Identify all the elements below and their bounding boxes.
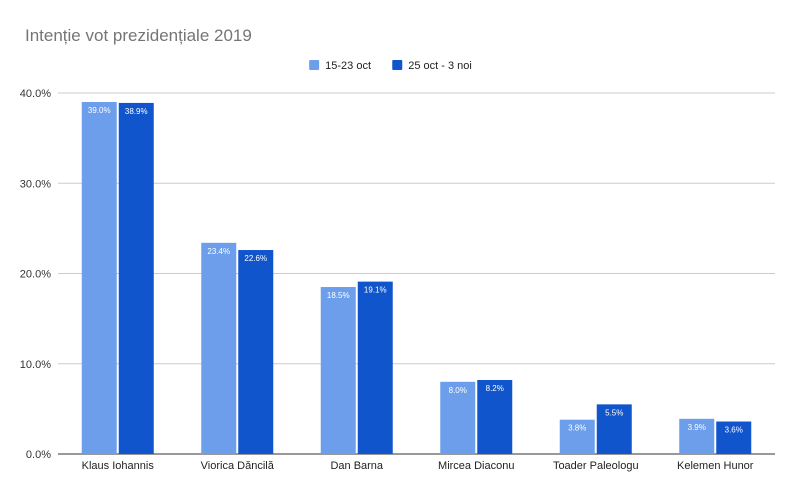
x-tick-label: Dan Barna	[330, 460, 383, 472]
bar[interactable]	[238, 250, 274, 454]
bar-data-label: 8.2%	[486, 384, 504, 393]
bar[interactable]	[596, 404, 632, 454]
bar-data-label: 8.0%	[449, 386, 467, 395]
legend-label: 15-23 oct	[325, 60, 371, 72]
legend-swatch	[309, 60, 320, 70]
x-tick-label: Mircea Diaconu	[438, 460, 514, 472]
bar-data-label: 19.1%	[364, 286, 387, 295]
y-tick-label: 20.0%	[20, 269, 51, 281]
bar-data-label: 39.0%	[88, 106, 111, 115]
x-tick-label: Kelemen Hunor	[677, 460, 754, 472]
x-tick-label: Toader Paleologu	[553, 460, 639, 472]
bar[interactable]	[81, 102, 117, 455]
x-tick-label: Klaus Iohannis	[82, 460, 155, 472]
bar-labels: 39.0% 38.9% 23.4% 22.6% 18.5% 19.1% 8.0% 8.2% 3.…	[88, 106, 743, 434]
bar-data-label: 18.5%	[327, 291, 350, 300]
bar-data-label: 3.9%	[688, 423, 706, 432]
bars	[81, 102, 752, 455]
bar[interactable]	[477, 379, 513, 454]
chart-title: Intenție vot prezidențiale 2019	[25, 26, 252, 45]
y-tick-label: 40.0%	[20, 88, 51, 100]
y-tick-label: 30.0%	[20, 178, 51, 190]
y-axis: 0.0% 10.0% 20.0% 30.0% 40.0%	[20, 88, 51, 461]
bar[interactable]	[118, 102, 154, 455]
bar[interactable]	[357, 281, 393, 454]
y-tick-label: 0.0%	[26, 449, 51, 461]
bar[interactable]	[440, 381, 476, 454]
bar-data-label: 38.9%	[125, 107, 148, 116]
bar[interactable]	[716, 421, 752, 454]
bar-data-label: 23.4%	[207, 247, 230, 256]
legend: 15-23 oct 25 oct - 3 noi	[309, 60, 472, 72]
bar-data-label: 3.8%	[568, 424, 586, 433]
gridlines	[58, 92, 775, 455]
legend-label: 25 oct - 3 noi	[408, 60, 472, 72]
bar-data-label: 22.6%	[244, 254, 267, 263]
legend-swatch	[392, 60, 403, 70]
bar[interactable]	[320, 287, 356, 454]
x-axis: Klaus Iohannis Viorica Dăncilă Dan Barna Mi…	[82, 460, 754, 472]
bar-data-label: 3.6%	[725, 426, 743, 435]
bar[interactable]	[201, 242, 237, 454]
bar-data-label: 5.5%	[605, 408, 623, 417]
bar[interactable]	[559, 419, 595, 454]
bar[interactable]	[679, 418, 715, 454]
x-tick-label: Viorica Dăncilă	[201, 460, 275, 472]
y-tick-label: 10.0%	[20, 359, 51, 371]
